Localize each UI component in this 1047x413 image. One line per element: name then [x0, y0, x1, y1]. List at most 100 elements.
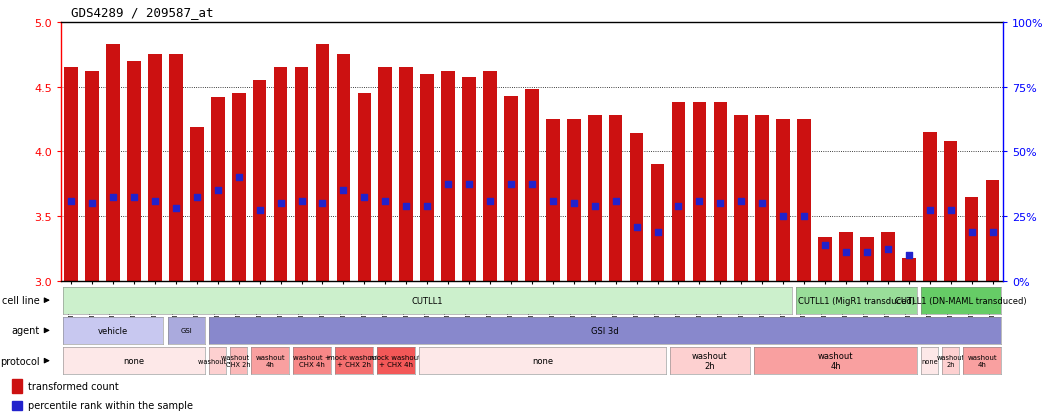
Bar — [588, 116, 601, 281]
Bar — [421, 74, 435, 281]
Bar — [400, 68, 413, 281]
Point — [691, 198, 708, 204]
Point — [900, 252, 917, 259]
Text: washout
4h: washout 4h — [255, 354, 285, 367]
Bar — [170, 55, 183, 281]
Bar — [379, 68, 393, 281]
Point — [942, 207, 959, 214]
Bar — [567, 120, 580, 281]
Point — [607, 198, 624, 204]
Point — [503, 181, 519, 188]
Bar — [12, 380, 22, 392]
Point — [209, 188, 226, 194]
Text: washout
4h: washout 4h — [967, 354, 997, 367]
Text: washout
2h: washout 2h — [937, 354, 964, 367]
Bar — [505, 96, 517, 281]
Bar — [316, 45, 330, 281]
Point — [482, 198, 498, 204]
Text: vehicle: vehicle — [98, 326, 128, 335]
Point — [377, 198, 394, 204]
Point — [565, 200, 582, 207]
Point — [859, 249, 875, 256]
Point — [168, 206, 184, 212]
Bar — [149, 55, 162, 281]
Text: percentile rank within the sample: percentile rank within the sample — [27, 400, 193, 410]
Bar — [12, 401, 22, 410]
Bar — [463, 78, 475, 281]
Bar — [755, 116, 768, 281]
Bar — [358, 94, 372, 281]
Text: transformed count: transformed count — [27, 381, 118, 391]
Text: CUTLL1 (DN-MAML transduced): CUTLL1 (DN-MAML transduced) — [895, 296, 1027, 305]
Bar — [901, 258, 915, 281]
Text: washout
2h: washout 2h — [692, 351, 728, 370]
Point — [84, 200, 101, 207]
Bar — [776, 120, 789, 281]
Bar — [211, 98, 225, 281]
Point — [775, 213, 792, 220]
Bar — [526, 90, 538, 281]
Bar — [693, 103, 707, 281]
Bar — [107, 45, 120, 281]
Bar — [337, 55, 350, 281]
Text: mock washout
+ CHX 4h: mock washout + CHX 4h — [371, 354, 421, 367]
Bar — [798, 120, 811, 281]
Point — [712, 200, 729, 207]
Bar — [735, 116, 749, 281]
Point — [544, 198, 561, 204]
Point — [796, 213, 812, 220]
Text: mock washout
+ CHX 2h: mock washout + CHX 2h — [329, 354, 379, 367]
Point — [188, 194, 205, 201]
Bar — [630, 134, 643, 281]
Point — [733, 198, 750, 204]
Point — [984, 229, 1001, 235]
Bar — [295, 68, 309, 281]
Point — [586, 203, 603, 209]
Point — [419, 203, 436, 209]
Point — [356, 194, 373, 201]
Bar — [882, 232, 894, 281]
Bar — [923, 133, 936, 281]
Text: cell line: cell line — [2, 295, 40, 306]
Point — [335, 188, 352, 194]
Text: GDS4289 / 209587_at: GDS4289 / 209587_at — [71, 6, 214, 19]
Point — [817, 242, 833, 248]
Bar — [547, 120, 560, 281]
Bar — [128, 62, 140, 281]
Text: none: none — [921, 358, 938, 364]
Bar — [274, 68, 287, 281]
Text: washout +
CHX 4h: washout + CHX 4h — [293, 354, 331, 367]
Bar — [944, 142, 957, 281]
Bar — [819, 237, 831, 281]
Point — [398, 203, 415, 209]
Point — [524, 181, 540, 188]
Text: washout +
CHX 2h: washout + CHX 2h — [221, 354, 257, 367]
Bar — [840, 232, 852, 281]
Point — [147, 198, 163, 204]
Point — [649, 229, 666, 235]
Bar — [609, 116, 622, 281]
Point — [251, 207, 268, 214]
Bar — [651, 165, 664, 281]
Point — [314, 200, 331, 207]
Text: washout 2h: washout 2h — [198, 358, 238, 364]
Bar — [484, 72, 497, 281]
Bar — [672, 103, 686, 281]
Bar — [986, 180, 999, 281]
Bar — [714, 103, 727, 281]
Text: none: none — [532, 356, 553, 365]
Text: agent: agent — [12, 325, 40, 336]
Bar — [86, 72, 99, 281]
Point — [838, 249, 854, 256]
Bar — [861, 237, 873, 281]
Bar — [253, 81, 266, 281]
Point — [105, 194, 121, 201]
Point — [63, 198, 80, 204]
Text: GSI 3d: GSI 3d — [592, 326, 619, 335]
Point — [670, 203, 687, 209]
Point — [293, 198, 310, 204]
Point — [754, 200, 771, 207]
Point — [272, 200, 289, 207]
Bar — [965, 197, 978, 281]
Point — [440, 181, 456, 188]
